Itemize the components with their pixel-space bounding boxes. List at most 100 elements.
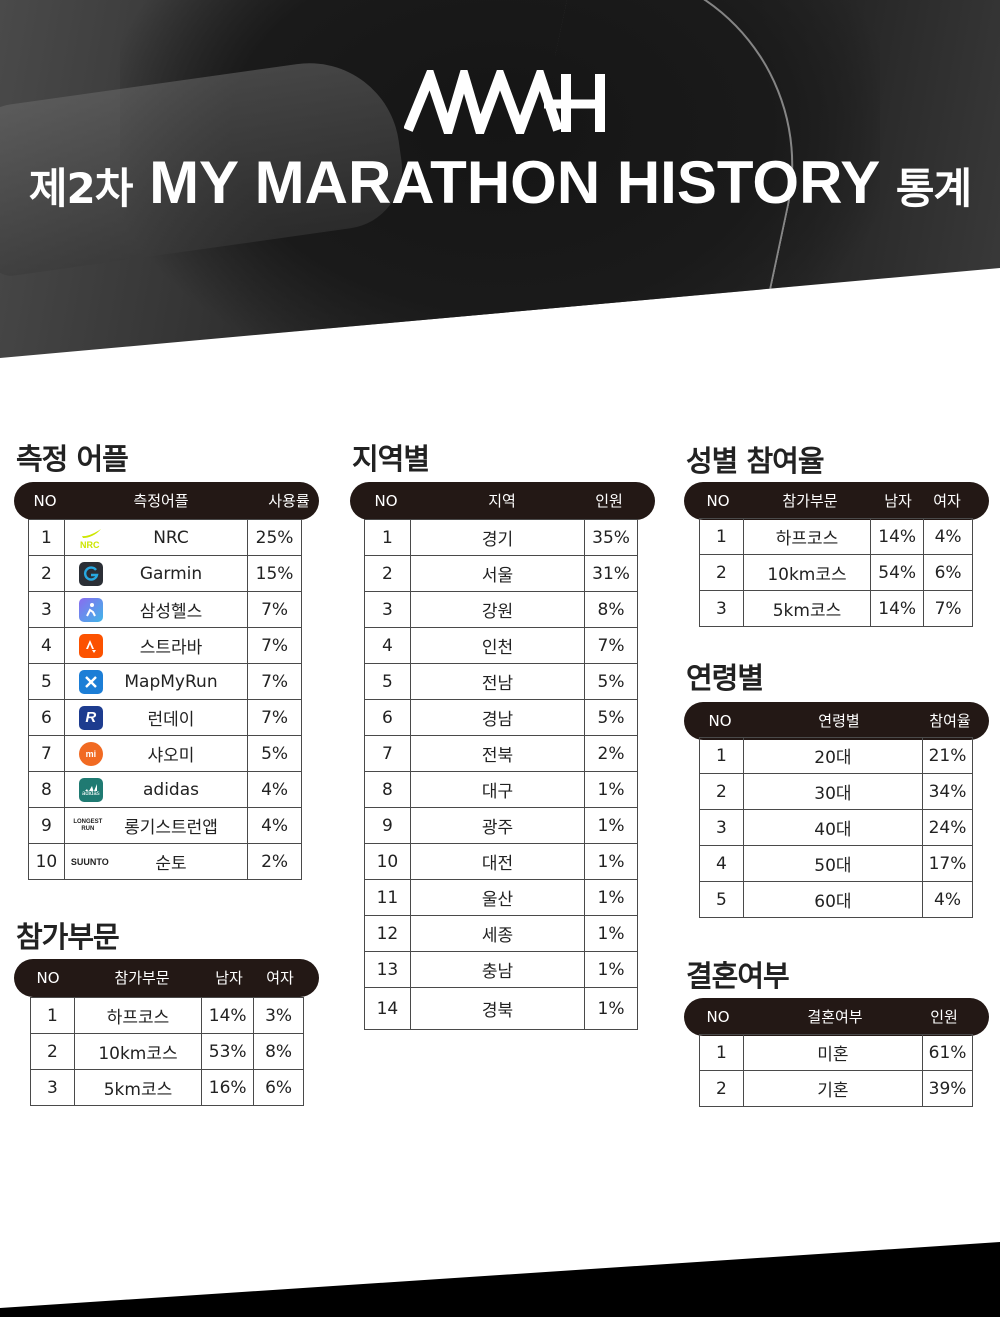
regions-col-value: 인원 [595, 492, 623, 510]
row-no: 6 [28, 699, 65, 736]
row-name: 40대 [742, 809, 924, 846]
longest-run-icon: LONGEST RUN [73, 818, 103, 832]
gender-col-no: NO [706, 492, 730, 510]
table-row: 5 60대 4% [699, 881, 973, 918]
row-female: 6% [923, 554, 973, 591]
regions-header-bar: NO 지역 인원 [350, 482, 655, 520]
row-no: 2 [699, 773, 744, 810]
row-value: 8% [584, 591, 638, 628]
row-name: 하프코스 [73, 997, 203, 1034]
table-row: 8 adidas adidas 4% [28, 771, 302, 808]
row-no: 1 [30, 997, 75, 1034]
apps-col-no: NO [33, 492, 57, 510]
row-value: 1% [584, 843, 638, 880]
samsung-health-icon [78, 597, 103, 622]
row-name: 전남 [409, 663, 586, 700]
app-name: 롱기스트런앱 [124, 818, 218, 838]
row-no: 14 [364, 987, 411, 1030]
ages-header-bar: NO 연령별 참여율 [684, 702, 989, 740]
gender-header-bar: NO 참가부문 남자 여자 [684, 482, 989, 520]
row-value: 61% [922, 1034, 973, 1071]
table-row: 9 LONGEST RUN 롱기스트런앱 4% [28, 807, 302, 844]
title-main: MY MARATHON HISTORY [149, 149, 880, 216]
app-name: MapMyRun [124, 671, 218, 692]
table-row: 6 경남 5% [364, 699, 638, 736]
row-name: 60대 [742, 881, 924, 918]
row-value: 4% [247, 771, 302, 808]
adidas-icon-label: adidas [82, 790, 100, 797]
row-no: 7 [28, 735, 65, 772]
ages-col-name: 연령별 [818, 712, 860, 730]
row-name: 충남 [409, 951, 586, 988]
row-value: 2% [247, 843, 302, 880]
row-no: 5 [699, 881, 744, 918]
row-value: 7% [247, 627, 302, 664]
table-row: 1 하프코스 14% 4% [699, 518, 973, 555]
ages-col-value: 참여율 [929, 712, 971, 730]
row-value: 31% [584, 555, 638, 592]
table-row: 4 50대 17% [699, 845, 973, 882]
apps-table: 1 NRC NRC 25% 2 Garmin 15% 3 삼성헬스 7% [28, 519, 302, 880]
row-value: 15% [247, 555, 302, 592]
divisions-col-male: 남자 [215, 969, 243, 987]
table-row: 5 MapMyRun 7% [28, 663, 302, 700]
page-title: 제2차 MY MARATHON HISTORY 통계 [0, 148, 1000, 217]
table-row: 8 대구 1% [364, 771, 638, 808]
row-male: 14% [870, 518, 925, 555]
app-cell: MapMyRun [63, 663, 249, 700]
divisions-col-name: 참가부문 [114, 969, 170, 987]
row-value: 1% [584, 951, 638, 988]
row-no: 1 [364, 519, 411, 556]
nike-run-club-icon: NRC [80, 528, 101, 550]
table-row: 2 30대 34% [699, 773, 973, 810]
row-name: 20대 [742, 737, 924, 774]
row-male: 16% [201, 1069, 255, 1106]
row-no: 5 [28, 663, 65, 700]
row-no: 2 [364, 555, 411, 592]
marriage-col-no: NO [706, 1008, 730, 1026]
section-title-divisions: 참가부문 [16, 920, 120, 954]
table-row: 1 미혼 61% [699, 1034, 973, 1071]
row-name: 강원 [409, 591, 586, 628]
row-name: 광주 [409, 807, 586, 844]
table-row: 5 전남 5% [364, 663, 638, 700]
row-female: 3% [253, 997, 304, 1034]
row-no: 1 [699, 518, 744, 555]
app-cell: SUUNTO 순토 [63, 843, 249, 880]
row-value: 25% [247, 519, 302, 556]
table-row: 3 강원 8% [364, 591, 638, 628]
table-row: 3 삼성헬스 7% [28, 591, 302, 628]
row-value: 1% [584, 771, 638, 808]
row-no: 2 [699, 1070, 744, 1107]
row-no: 9 [364, 807, 411, 844]
row-name: 경북 [409, 987, 586, 1030]
marriage-table: 1 미혼 61% 2 기혼 39% [699, 1034, 973, 1107]
row-name: 대전 [409, 843, 586, 880]
row-no: 4 [364, 627, 411, 664]
table-row: 7 전북 2% [364, 735, 638, 772]
gender-col-female: 여자 [933, 492, 961, 510]
section-title-gender: 성별 참여율 [686, 444, 824, 478]
divisions-col-no: NO [36, 969, 60, 987]
row-name: 30대 [742, 773, 924, 810]
mmh-logo [404, 70, 605, 134]
regions-col-name: 지역 [488, 492, 516, 510]
row-no: 1 [28, 519, 65, 556]
row-value: 1% [584, 915, 638, 952]
row-name: 미혼 [742, 1034, 924, 1071]
strava-icon [78, 633, 103, 658]
row-no: 8 [364, 771, 411, 808]
gender-col-male: 남자 [884, 492, 912, 510]
app-cell: adidas adidas [63, 771, 249, 808]
app-cell: mi 샤오미 [63, 735, 249, 772]
xiaomi-icon: mi [78, 741, 103, 766]
section-title-apps: 측정 어플 [16, 442, 129, 476]
app-cell: Garmin [63, 555, 249, 592]
row-no: 2 [30, 1033, 75, 1070]
section-title-ages: 연령별 [686, 661, 764, 695]
app-name: 삼성헬스 [139, 602, 203, 622]
row-value: 5% [584, 699, 638, 736]
table-row: 1 하프코스 14% 3% [30, 997, 304, 1034]
table-row: 2 10km코스 54% 6% [699, 554, 973, 591]
title-prefix: 제2차 [28, 164, 134, 213]
